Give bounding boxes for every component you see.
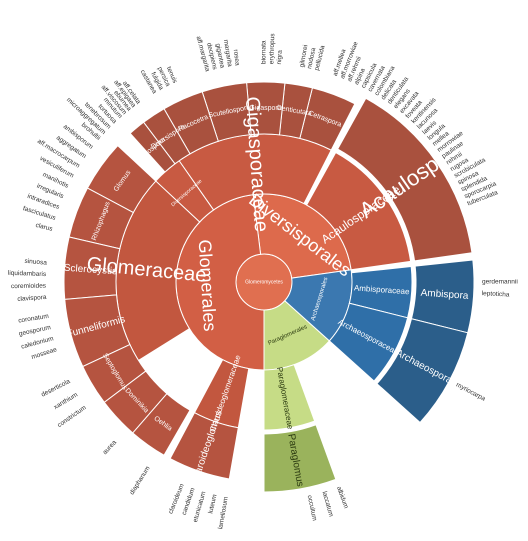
genus-wedge-septoglomus[interactable] [82, 343, 147, 404]
family-wedge-acaulosporaceae[interactable] [305, 151, 412, 271]
label-ambisporaceae: Ambisporaceae [354, 283, 411, 296]
species-label-biornata: biornata [261, 40, 268, 64]
genus-wedge-rhizophagus[interactable] [68, 187, 135, 250]
species-label-coronatum: coronatum [18, 313, 49, 325]
genus-wedge-dominikia[interactable] [103, 370, 168, 434]
genus-wedge-archaeospora[interactable] [376, 318, 469, 424]
genus-wedge-otospora[interactable] [129, 121, 176, 173]
species-label-aurea: aurea [102, 439, 119, 456]
genus-wedge-acaulospora[interactable] [337, 97, 473, 262]
species-label-lamellosum: lamellosum [217, 496, 230, 530]
species-label-coremioides: coremioides [11, 283, 47, 291]
species-label-leptoticha: leptoticha [482, 290, 511, 298]
species-label-laccatum: laccatum [321, 491, 335, 518]
species-label-gerdemannii: gerdemannii [482, 279, 518, 286]
species-label-margarita: margarita [222, 39, 233, 68]
species-label-nigra: nigra [276, 49, 284, 64]
species-label-gigantea: gigantea [214, 43, 226, 69]
genus-wedge-funneliformis[interactable] [64, 294, 131, 368]
label-sclerocystis: Sclerocystis [63, 263, 117, 278]
genus-wedge-glomus[interactable] [86, 144, 157, 214]
genus-wedge-cetraspora[interactable] [299, 87, 356, 151]
species-label-rosea: rosea [232, 49, 241, 66]
species-label-clarus: clarus [35, 222, 54, 233]
genus-wedge-racocetra[interactable] [163, 91, 219, 155]
label-gigaspora: Gigaspora [249, 105, 281, 112]
species-label-myriocarpa: myriocarpa [455, 381, 487, 402]
family-wedge-archaeosporaceae[interactable] [328, 302, 409, 382]
genus-wedge-paraglomus[interactable] [263, 424, 337, 493]
species-label-geosporum: geosporum [18, 324, 51, 338]
species-label-occultum: occultum [306, 495, 318, 522]
genus-wedge-claroideoglomus[interactable] [169, 411, 239, 480]
species-label-clavispora: clavispora [17, 294, 47, 303]
family-wedge-diversisporaceae[interactable] [155, 160, 215, 223]
genus-wedge-scutellospora[interactable] [201, 82, 252, 142]
species-label-nodosa: nodosa [306, 47, 317, 70]
species-label-xanthium: xanthium [53, 391, 79, 411]
label-ambispora: Ambispora [420, 288, 469, 302]
root-label: Glomeromycetes [245, 279, 283, 285]
species-label-luteum: luteum [207, 494, 218, 515]
species-label-sinuosa: sinuosa [24, 258, 47, 267]
genus-wedge-gigaspora[interactable] [246, 81, 286, 136]
genus-wedge-denticutata[interactable] [278, 82, 313, 140]
species-label-albidum: albidum [335, 486, 349, 510]
species-label-liquidambaris: liquidambaris [8, 270, 47, 278]
genus-wedge-sclerocystis[interactable] [63, 236, 121, 300]
genus-wedge-oehlia[interactable] [132, 392, 191, 456]
family-wedge-paraglomeraceae[interactable] [263, 364, 316, 431]
species-label-mosseae: mosseae [31, 346, 59, 361]
species-label-diaphanum: diaphanum [129, 465, 152, 496]
species-label-gilmorei: gilmorei [299, 44, 310, 68]
species-label-erythropus: erythropus [268, 33, 276, 65]
genus-wedge-diversispora[interactable] [142, 108, 191, 165]
